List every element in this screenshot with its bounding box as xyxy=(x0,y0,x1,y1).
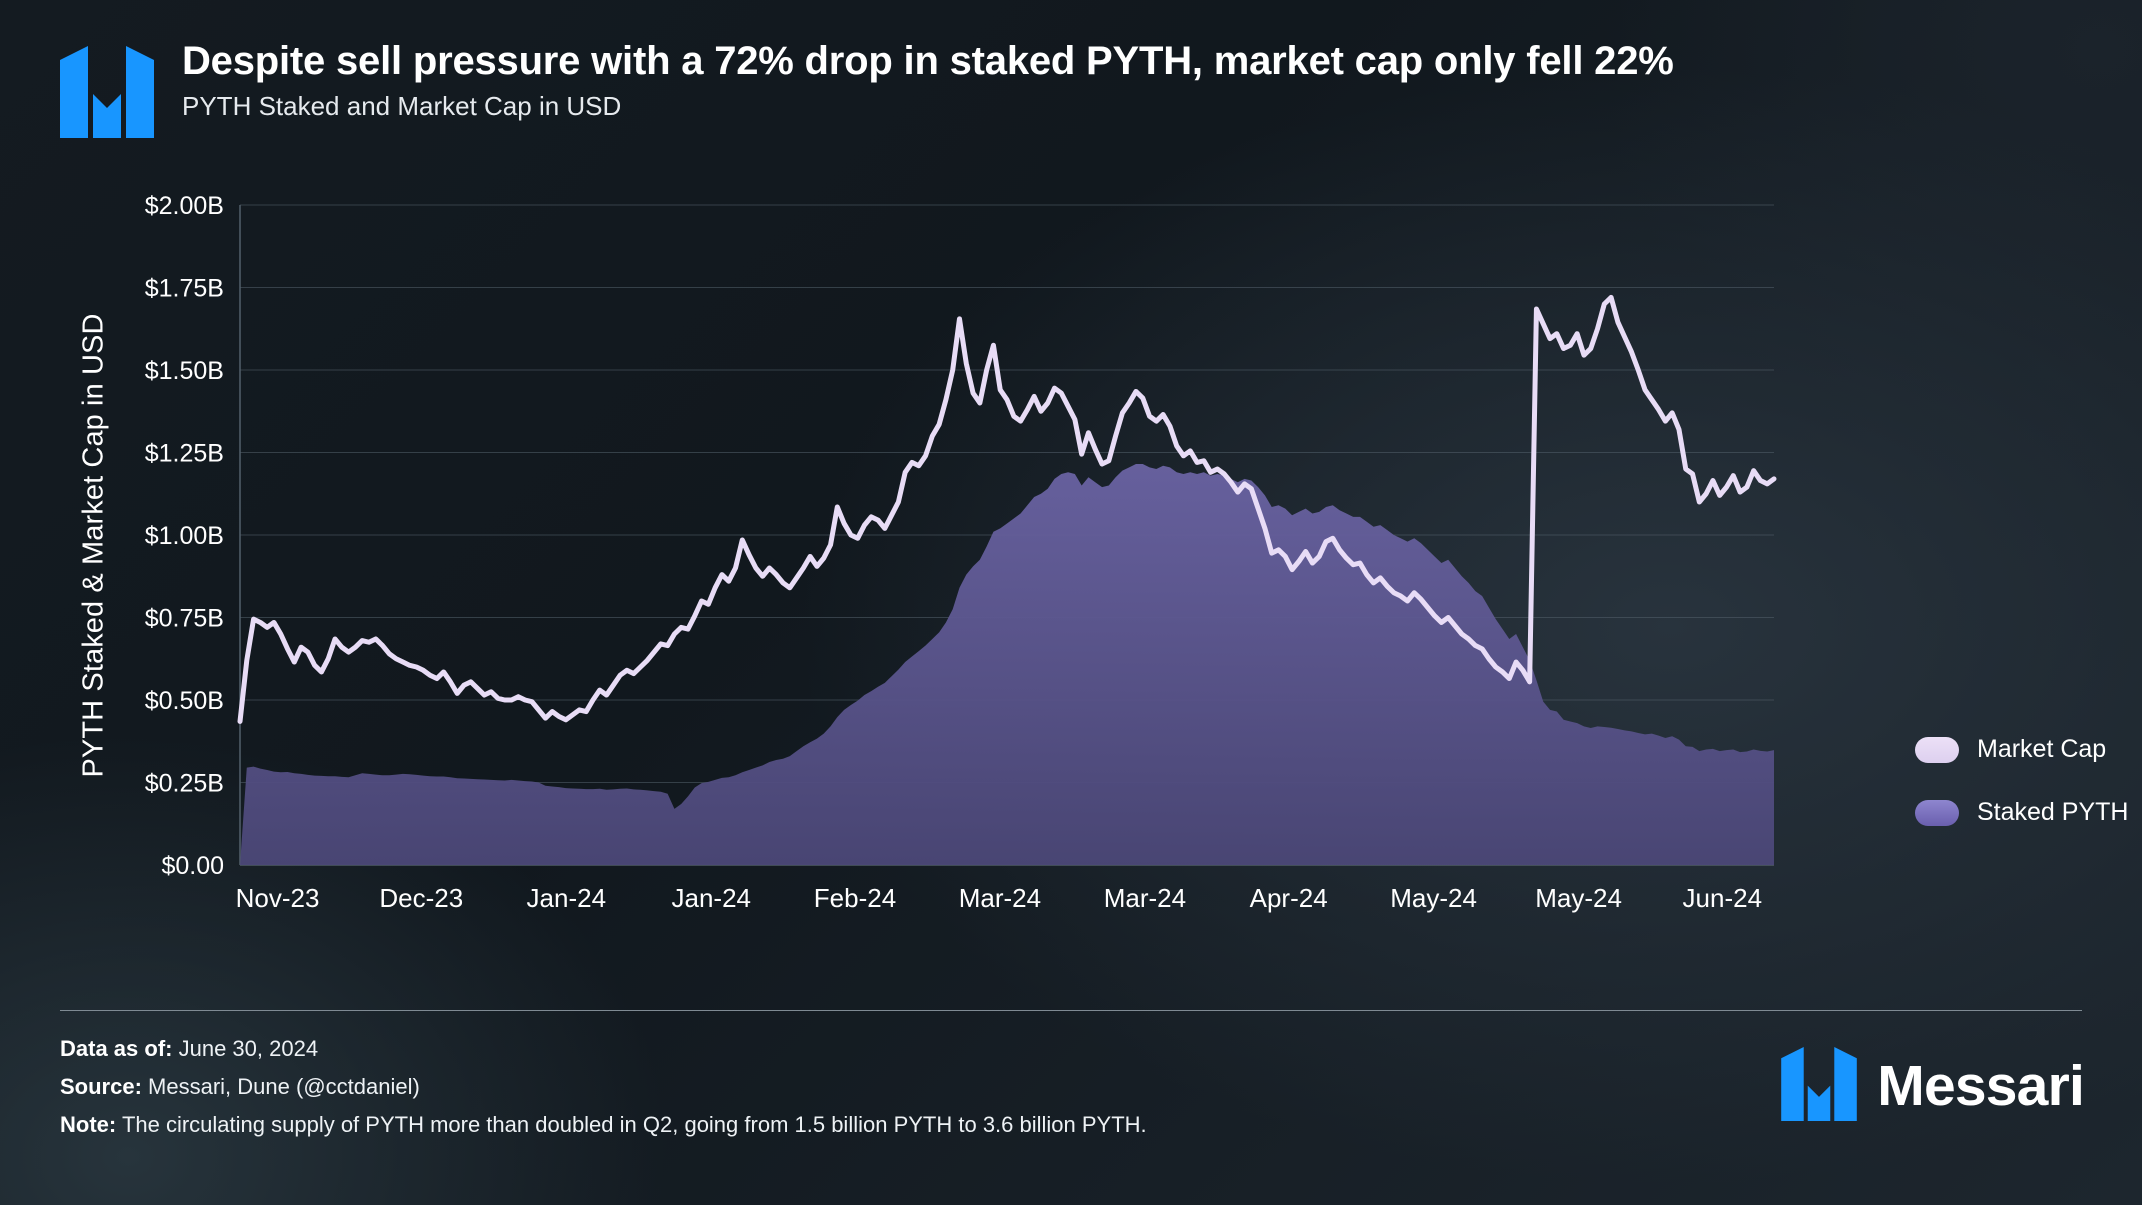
x-axis-tick-label: Jun-24 xyxy=(1683,883,1763,913)
x-axis-tick-label: Apr-24 xyxy=(1250,883,1328,913)
page-subtitle: PYTH Staked and Market Cap in USD xyxy=(182,91,622,122)
footer-divider xyxy=(60,1010,2082,1011)
y-axis-tick-label: $1.75B xyxy=(145,275,224,303)
x-axis-tick-label: Jan-24 xyxy=(527,883,607,913)
y-axis-title: PYTH Staked & Market Cap in USD xyxy=(64,195,124,895)
title-block: Despite sell pressure with a 72% drop in… xyxy=(182,38,1674,121)
header: Despite sell pressure with a 72% drop in… xyxy=(60,38,1674,143)
x-axis-tick-label: May-24 xyxy=(1535,883,1622,913)
legend-swatch-market-cap xyxy=(1915,736,1959,763)
x-axis-tick-label: Mar-24 xyxy=(1104,883,1186,913)
footer-note-value: The circulating supply of PYTH more than… xyxy=(121,1111,1147,1137)
y-axis-tick-label: $0.00 xyxy=(161,852,224,880)
y-axis-tick-label: $0.75B xyxy=(145,605,224,633)
x-axis-tick-label: May-24 xyxy=(1390,883,1477,913)
y-axis-tick-label: $0.25B xyxy=(145,770,224,798)
footer-data-as-of-value: June 30, 2024 xyxy=(178,1036,319,1061)
y-axis-title-label: PYTH Staked & Market Cap in USD xyxy=(77,312,110,778)
x-axis-tick-label: Nov-23 xyxy=(236,883,320,913)
footer-notes: Data as of: June 30, 2024 Source: Messar… xyxy=(60,1030,1147,1143)
footer-data-as-of-label: Data as of: xyxy=(60,1036,173,1061)
footer-source-label: Source: xyxy=(60,1073,142,1099)
legend: Market Cap Staked PYTH xyxy=(1915,735,2128,827)
footer-data-as-of: Data as of: June 30, 2024 xyxy=(60,1030,1147,1068)
y-axis-tick-label: $2.00B xyxy=(145,195,224,220)
messari-brand: Messari xyxy=(1781,1047,2085,1126)
legend-label-market-cap: Market Cap xyxy=(1977,735,2107,763)
x-axis-tick-label: Dec-23 xyxy=(379,883,463,913)
series-line-market-cap xyxy=(237,294,1777,724)
y-axis-tick-label: $1.25B xyxy=(145,440,224,468)
legend-item-market-cap[interactable]: Market Cap xyxy=(1915,735,2128,764)
legend-swatch-staked-pyth xyxy=(1915,799,1959,826)
legend-item-staked-pyth[interactable]: Staked PYTH xyxy=(1915,798,2128,827)
footer-note: Note: The circulating supply of PYTH mor… xyxy=(60,1106,1147,1144)
footer-source-value: Messari, Dune (@cctdaniel) xyxy=(148,1073,420,1099)
legend-label-staked-pyth: Staked PYTH xyxy=(1977,798,2129,826)
messari-wordmark-text: Messari xyxy=(1877,1054,2085,1118)
y-axis-tick-label: $1.00B xyxy=(145,522,224,550)
x-axis-tick-label: Mar-24 xyxy=(959,883,1041,913)
footer-source: Source: Messari, Dune (@cctdaniel) xyxy=(60,1068,1147,1106)
y-axis-tick-label: $0.50B xyxy=(145,687,224,715)
y-axis-tick-label: $1.50B xyxy=(145,357,224,385)
plot-svg: $0.00 $0.25B $0.50B $0.75B $1.00B $1.25B $1.50… xyxy=(145,195,1777,913)
x-axis-tick-label: Feb-24 xyxy=(814,883,896,913)
page-title: Despite sell pressure with a 72% drop in… xyxy=(182,39,1674,83)
messari-logo-icon xyxy=(60,46,154,143)
x-axis-tick-label: Jan-24 xyxy=(671,883,751,913)
series-area-staked-pyth xyxy=(240,464,1774,865)
messari-logo-icon-footer xyxy=(1781,1047,1858,1126)
footer-note-label: Note: xyxy=(60,1111,117,1137)
chart-area: PYTH Staked & Market Cap in USD $0.00 $0.… xyxy=(60,195,2129,985)
